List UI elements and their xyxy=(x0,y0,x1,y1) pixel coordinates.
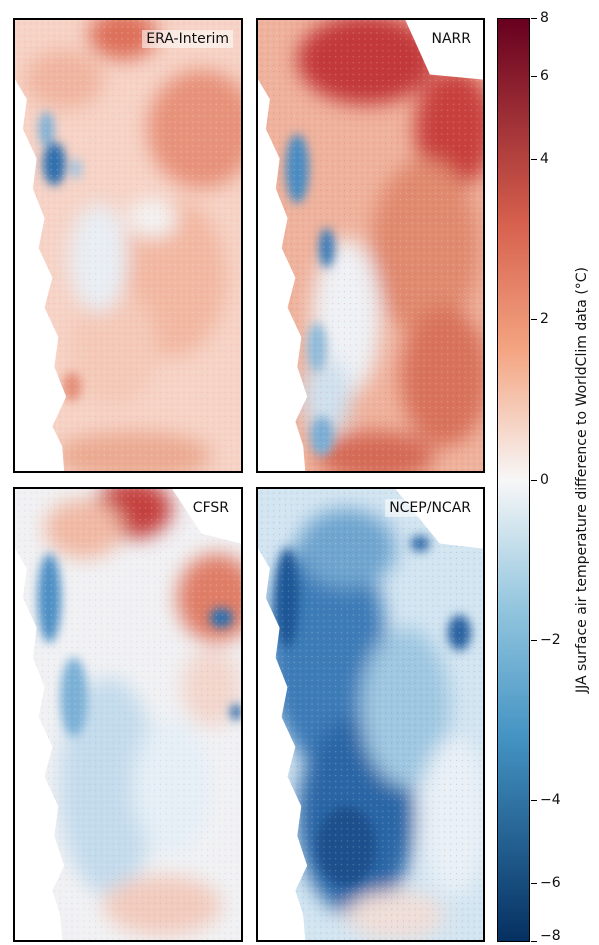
colorbar-tick xyxy=(531,319,537,320)
colorbar xyxy=(497,18,530,942)
map-narr xyxy=(258,20,483,471)
map-panel-narr: NARR xyxy=(256,18,485,473)
colorbar-tick-label: 0 xyxy=(540,472,549,488)
colorbar-tick xyxy=(531,800,537,801)
colorbar-tick-label: −6 xyxy=(540,875,561,891)
map-panel-era-interim: ERA-Interim xyxy=(13,18,243,473)
colorbar-tick-label: 2 xyxy=(540,311,549,327)
map-panel-cfsr: CFSR xyxy=(13,487,243,942)
colorbar-tick-label: −4 xyxy=(540,792,561,808)
map-cfsr xyxy=(15,489,241,940)
panel-title: NARR xyxy=(427,30,475,48)
panel-title: NCEP/NCAR xyxy=(385,499,475,517)
colorbar-tick xyxy=(531,941,537,942)
colorbar-tick-label: −8 xyxy=(540,928,561,944)
colorbar-label: JJA surface air temperature difference t… xyxy=(574,267,590,693)
colorbar-tick-label: 4 xyxy=(540,151,549,167)
colorbar-tick xyxy=(531,480,537,481)
colorbar-tick xyxy=(531,640,537,641)
colorbar-tick xyxy=(531,18,537,19)
colorbar-tick-label: 6 xyxy=(540,68,549,84)
colorbar-tick-label: 8 xyxy=(540,10,549,26)
map-panel-ncep-ncar: NCEP/NCAR xyxy=(256,487,485,942)
colorbar-tick-label: −2 xyxy=(540,632,561,648)
colorbar-tick xyxy=(531,883,537,884)
colorbar-tick xyxy=(531,76,537,77)
panel-title: ERA-Interim xyxy=(142,30,233,48)
colorbar-tick xyxy=(531,159,537,160)
panel-title: CFSR xyxy=(189,499,233,517)
map-ncep-ncar xyxy=(258,489,483,940)
map-era-interim xyxy=(15,20,241,471)
